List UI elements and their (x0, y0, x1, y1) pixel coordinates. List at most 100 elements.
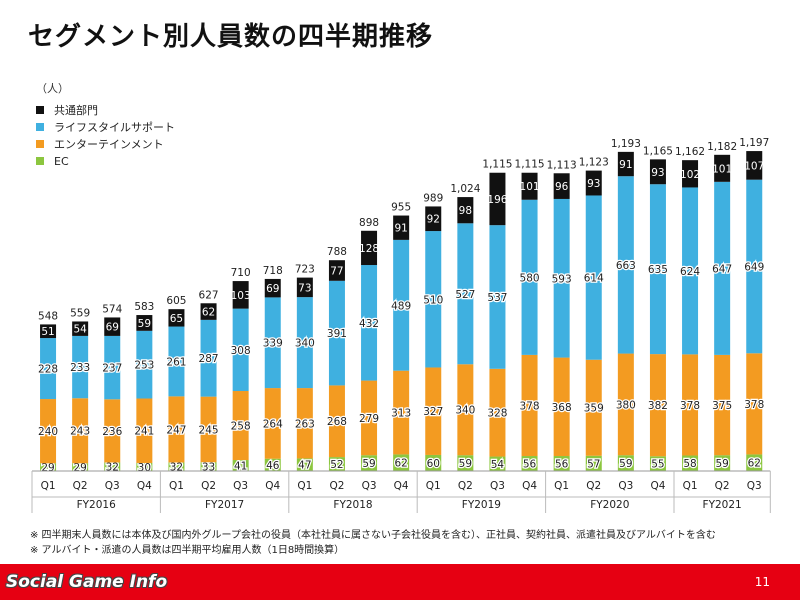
total-label-3: 583 (134, 301, 154, 313)
bar-segment-2-0 (40, 338, 57, 400)
fy-label-1: FY2017 (205, 499, 244, 511)
quarter-tick-5: Q2 (201, 480, 216, 492)
bar-segment-1-6 (232, 391, 249, 461)
bar-segment-0-4 (168, 462, 185, 471)
bar-segment-1-21 (714, 354, 731, 456)
data-label-3-8: 73 (298, 282, 311, 294)
bar-segment-3-3 (136, 315, 153, 331)
data-label-3-10: 128 (359, 243, 379, 255)
bar-segment-3-18 (617, 151, 634, 177)
data-label-1-3: 241 (134, 426, 154, 438)
bar-segment-2-13 (457, 223, 474, 365)
quarter-tick-4: Q1 (169, 480, 184, 492)
data-label-1-1: 243 (70, 426, 90, 438)
total-label-19: 1,165 (643, 145, 673, 157)
data-label-1-18: 380 (616, 399, 636, 411)
legend-item-lifestyle: ライフスタイルサポート (36, 119, 175, 135)
bar-segment-2-1 (72, 335, 89, 399)
data-label-1-14: 328 (487, 408, 507, 420)
total-label-1: 559 (70, 307, 90, 319)
bar-segment-2-18 (617, 176, 634, 354)
bar-segment-0-10 (361, 455, 378, 471)
quarter-tick-15: Q4 (522, 480, 537, 492)
data-label-0-3: 30 (138, 462, 151, 474)
total-label-18: 1,193 (611, 138, 641, 150)
data-label-3-12: 92 (427, 214, 440, 226)
fy-label-3: FY2019 (462, 499, 501, 511)
bar-segment-2-6 (232, 308, 249, 392)
bar-segment-1-9 (328, 385, 345, 458)
data-label-2-5: 287 (199, 353, 219, 365)
bar-segment-0-21 (714, 455, 731, 471)
bar-segment-3-4 (168, 309, 185, 327)
page-number: 11 (754, 575, 770, 589)
data-label-0-0: 29 (41, 462, 54, 474)
data-label-0-9: 52 (330, 459, 343, 471)
fy-label-0: FY2016 (77, 499, 116, 511)
bar-segment-3-22 (746, 151, 763, 180)
bar-segment-3-21 (714, 154, 731, 182)
data-label-2-6: 308 (231, 345, 251, 357)
data-label-3-3: 59 (138, 318, 151, 330)
bar-segment-3-5 (200, 303, 217, 320)
bar-segment-2-15 (521, 199, 538, 355)
data-label-2-21: 647 (712, 263, 732, 275)
bar-segment-2-12 (425, 231, 442, 368)
bar-segment-3-6 (232, 281, 249, 309)
data-label-0-21: 59 (715, 458, 728, 470)
bar-segment-2-5 (200, 319, 217, 397)
total-label-20: 1,162 (675, 146, 705, 158)
data-label-0-18: 59 (619, 458, 632, 470)
data-label-3-22: 107 (744, 160, 764, 172)
footnote-1: ※ 四半期末人員数には本体及び国内外グループ会社の役員（本社社員に属さない子会社… (30, 530, 716, 541)
legend-swatch-entertainment (36, 140, 44, 148)
quarter-tick-9: Q2 (329, 480, 344, 492)
quarter-tick-10: Q3 (362, 480, 377, 492)
bar-segment-3-2 (104, 317, 121, 336)
page-title: セグメント別人員数の四半期推移 (28, 22, 434, 52)
bar-segment-3-11 (393, 215, 410, 240)
bar-segment-1-7 (264, 388, 281, 459)
bar-segment-0-14 (489, 456, 506, 471)
data-label-0-1: 29 (73, 462, 86, 474)
quarter-tick-2: Q3 (105, 480, 120, 492)
data-label-0-11: 62 (394, 458, 407, 470)
data-label-1-10: 279 (359, 413, 379, 425)
data-label-1-22: 378 (744, 399, 764, 411)
data-label-0-10: 59 (362, 458, 375, 470)
data-label-3-17: 93 (587, 178, 600, 190)
bar-segment-1-17 (585, 359, 602, 456)
data-label-3-18: 91 (619, 159, 632, 171)
bar-segment-1-12 (425, 367, 442, 455)
data-label-3-6: 103 (231, 290, 251, 302)
bar-segment-1-5 (200, 396, 217, 463)
bar-segment-1-22 (746, 353, 763, 455)
legend-swatch-lifestyle (36, 123, 44, 131)
total-label-21: 1,182 (707, 141, 737, 153)
data-label-1-7: 264 (263, 418, 283, 430)
bar-segment-0-11 (393, 454, 410, 471)
data-label-2-16: 593 (552, 273, 572, 285)
bar-segment-1-19 (649, 354, 666, 457)
bar-segment-3-20 (682, 160, 699, 188)
fy-label-4: FY2020 (590, 499, 629, 511)
bar-segment-1-18 (617, 353, 634, 456)
legend-label-common: 共通部門 (54, 104, 98, 117)
data-label-3-13: 98 (459, 205, 472, 217)
data-label-3-0: 51 (41, 326, 54, 338)
legend-item-common: 共通部門 (36, 102, 175, 118)
data-label-3-21: 101 (712, 163, 732, 175)
bar-segment-3-16 (553, 173, 570, 199)
data-label-0-2: 32 (106, 462, 119, 474)
quarter-tick-6: Q3 (233, 480, 248, 492)
data-label-2-9: 391 (327, 328, 347, 340)
bar-segment-2-22 (746, 179, 763, 354)
quarter-tick-8: Q1 (297, 480, 312, 492)
data-label-1-8: 263 (295, 418, 315, 430)
data-label-2-11: 489 (391, 300, 411, 312)
bar-segment-1-15 (521, 354, 538, 457)
bar-segment-0-17 (585, 455, 602, 471)
data-label-1-0: 240 (38, 426, 58, 438)
data-label-3-19: 93 (651, 167, 664, 179)
total-label-15: 1,115 (515, 159, 545, 171)
